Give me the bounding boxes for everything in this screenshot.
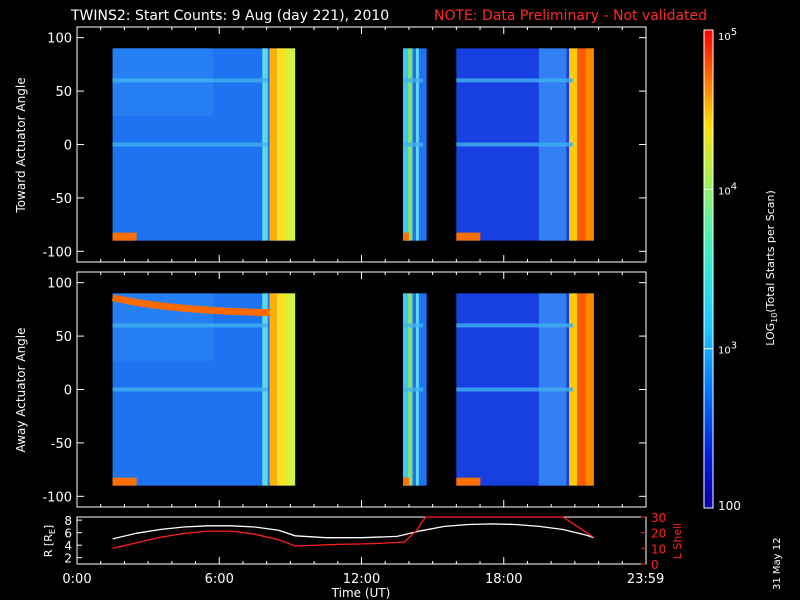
heatmap-block	[402, 48, 427, 241]
l-shell-tick-label: 20	[651, 527, 666, 541]
date-stamp: 31 May 12	[772, 537, 783, 590]
colorbar-tick-label: 104	[718, 181, 737, 197]
away-heatmap	[111, 293, 594, 486]
heatmap-block	[456, 293, 594, 486]
colorbar-ticks: 105 104 103 100	[704, 27, 741, 513]
heatmap-block	[456, 48, 594, 241]
x-tick-label: 18:00	[485, 572, 522, 587]
x-tick-label: 23:59	[627, 572, 664, 587]
y-tick-label: -100	[42, 490, 72, 505]
r-tick-label: 8	[64, 514, 72, 528]
away-y-label: Away Actuator Angle	[14, 327, 28, 452]
heatmap-block	[402, 293, 427, 486]
y-tick-label: -100	[42, 245, 72, 260]
x-tick-label: 6:00	[205, 572, 234, 587]
y-tick-label: 0	[64, 384, 72, 399]
colorbar: 105 104 103 100 LOG10(Total Starts per Scan…	[703, 27, 779, 513]
toward-y-label: Toward Actuator Angle	[14, 77, 28, 213]
y-tick-label: -50	[51, 192, 72, 207]
colorbar-label: LOG10(Total Starts per Scan)	[764, 190, 779, 346]
colorbar-tick-label: 105	[718, 27, 737, 43]
toward-y-ticks: -100 -50 0 50 100	[42, 27, 647, 262]
x-tick-label: 0:00	[62, 572, 91, 587]
r-tick-label: 2	[64, 552, 72, 566]
preliminary-note: NOTE: Data Preliminary - Not validated	[434, 8, 708, 24]
toward-heatmap	[112, 48, 594, 241]
away-y-ticks: -100 -50 0 50 100	[42, 272, 647, 507]
y-tick-label: 50	[55, 85, 72, 100]
y-tick-label: 50	[55, 330, 72, 345]
r-tick-label: 6	[64, 527, 72, 541]
r-series-line	[112, 523, 595, 540]
r-tick-label: 4	[64, 539, 72, 553]
y-tick-label: 100	[47, 277, 72, 292]
l-shell-axis-label: L Shell	[671, 523, 684, 559]
l-shell-tick-label: 0	[651, 558, 659, 572]
l-shell-tick-label: 10	[651, 542, 666, 556]
x-tick-label: 12:00	[343, 572, 380, 587]
y-tick-label: -50	[51, 437, 72, 452]
panel-toward: -100 -50 0 50 100 Toward Actuator Angle	[14, 26, 647, 263]
orbit-frame	[76, 516, 647, 565]
figure-title: TWINS2: Start Counts: 9 Aug (day 221), 2…	[71, 8, 390, 24]
heatmap-block	[111, 293, 296, 486]
orbit-lines	[112, 516, 595, 549]
panel-away: -100 -50 0 50 100 Away Actuator Angle	[14, 271, 647, 508]
l-shell-series-line	[112, 516, 595, 549]
colorbar-tick-label: 103	[718, 341, 737, 357]
x-axis-label: Time (UT)	[331, 586, 391, 600]
l-shell-tick-label: 30	[651, 511, 666, 525]
y-tick-label: 0	[64, 139, 72, 154]
r-axis-label: R [RE]	[42, 525, 57, 557]
heatmap-block	[112, 48, 296, 241]
y-tick-label: 100	[47, 32, 72, 47]
colorbar-tick-label: 100	[718, 499, 741, 513]
colorbar-gradient	[704, 30, 713, 508]
